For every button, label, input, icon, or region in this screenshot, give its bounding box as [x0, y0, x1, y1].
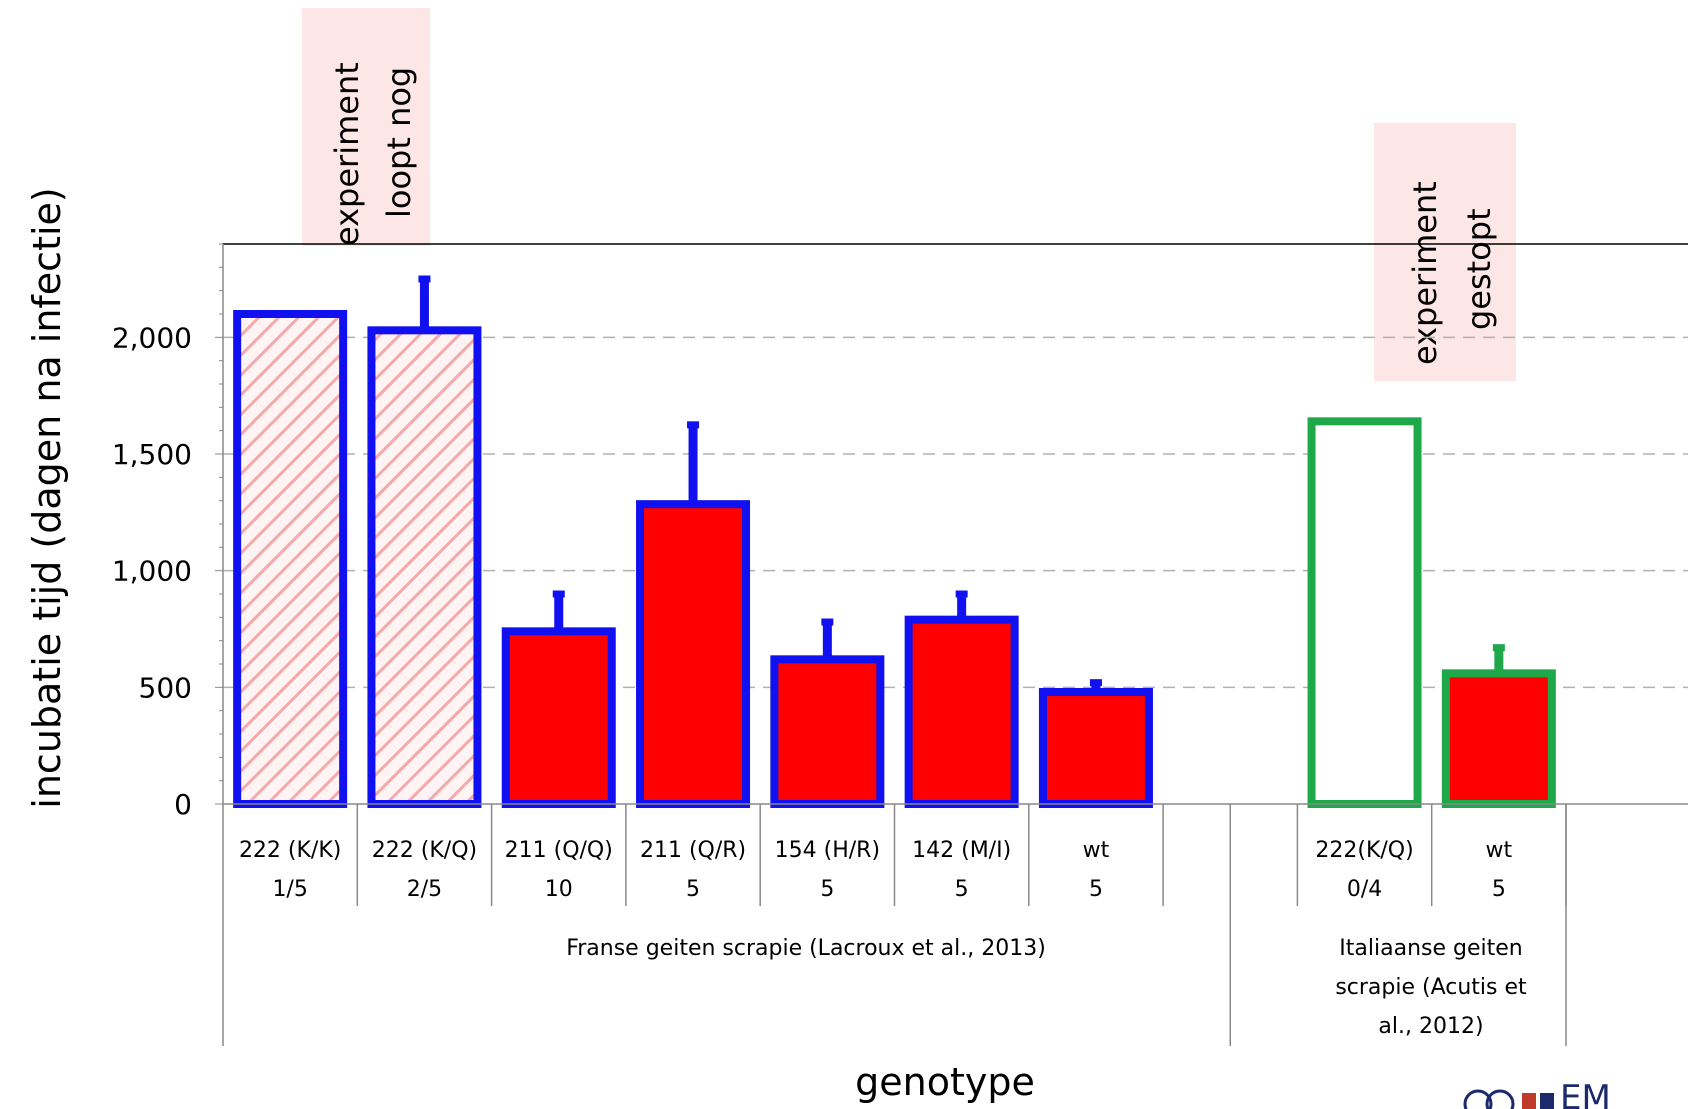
- y-axis-title: incubatie tijd (dagen na infectie): [25, 187, 69, 808]
- y-tick-label: 500: [139, 671, 192, 704]
- bar: [367, 326, 482, 808]
- category-label: 211 (Q/R): [640, 838, 746, 863]
- x-axis: 222 (K/K) 1/5 222 (K/Q) 2/5 211 (Q/Q) 10 211 (…: [222, 803, 1688, 1046]
- category-label: wt: [1083, 838, 1110, 863]
- bar: [1038, 688, 1153, 808]
- logo-ring-icon: [1463, 1089, 1493, 1109]
- bar: [1307, 417, 1422, 808]
- note-background-1: [302, 8, 430, 246]
- group-label-italian-line-1: Italiaanse geiten: [1339, 936, 1522, 961]
- category-label: 222 (K/Q): [372, 838, 477, 863]
- category-sublabel: 10: [545, 877, 573, 902]
- logo: EM: [1463, 1078, 1611, 1109]
- y-axis: 0 500 1,000 1,500 2,000: [112, 243, 224, 821]
- group-label-french: Franse geiten scrapie (Lacroux et al., 2…: [566, 936, 1046, 961]
- logo-ring-icon-2: [1485, 1089, 1515, 1109]
- bars: [233, 275, 1556, 809]
- category-sublabel: 5: [955, 877, 969, 902]
- y-tick-label: 0: [174, 788, 192, 821]
- category-sublabel: 0/4: [1347, 877, 1382, 902]
- category-sublabel: 5: [686, 877, 700, 902]
- y-tick-label: 1,000: [112, 555, 192, 588]
- category-label: 222(K/Q): [1315, 838, 1413, 863]
- logo-block-icon: [1522, 1093, 1536, 1109]
- note-2-line-1: experiment: [1406, 181, 1444, 365]
- group-label-italian-line-3: al., 2012): [1378, 1014, 1483, 1039]
- logo-block-icon-2: [1540, 1093, 1554, 1109]
- category-sublabel: 2/5: [407, 877, 442, 902]
- category-sublabel: 5: [1089, 877, 1103, 902]
- y-tick-label: 1,500: [112, 438, 192, 471]
- category-sublabel: 5: [1492, 877, 1506, 902]
- y-tick-label: 2,000: [112, 321, 192, 354]
- logo-text: EM: [1560, 1078, 1611, 1109]
- note-1-line-1: experiment: [328, 62, 366, 246]
- category-sublabel: 1/5: [272, 877, 307, 902]
- category-label: 222 (K/K): [239, 838, 341, 863]
- bar: [1441, 669, 1556, 808]
- bar: [770, 655, 885, 808]
- category-label: 211 (Q/Q): [505, 838, 613, 863]
- bar: [501, 627, 616, 808]
- note-1-line-2: loopt nog: [380, 67, 418, 218]
- bar: [904, 615, 1019, 809]
- note-2-line-2: gestopt: [1460, 208, 1498, 330]
- bar: [636, 500, 751, 808]
- category-label: wt: [1486, 838, 1513, 863]
- category-label: 142 (M/I): [912, 838, 1011, 863]
- group-label-italian-line-2: scrapie (Acutis et: [1335, 975, 1527, 1000]
- bar: [233, 310, 348, 808]
- category-label: 154 (H/R): [775, 838, 880, 863]
- x-axis-title: genotype: [855, 1060, 1035, 1104]
- category-sublabel: 5: [820, 877, 834, 902]
